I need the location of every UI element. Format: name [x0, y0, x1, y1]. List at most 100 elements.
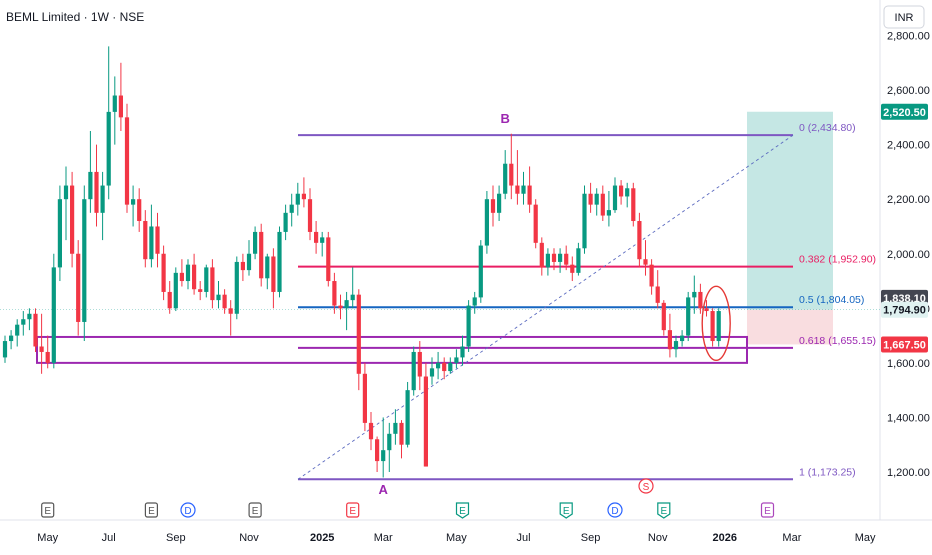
price-axis-tick-label: 1,600.00	[887, 358, 930, 370]
drawing-lines-layer[interactable]: 0 (2,434.80) 0.382 (1,952.90) 0.5 (1,804.0…	[36, 122, 876, 481]
candle-body	[45, 351, 50, 363]
zones-layer	[0, 111, 880, 345]
candle-body	[167, 291, 172, 309]
candle-body	[216, 294, 221, 301]
time-axis-tick-label: Nov	[648, 532, 668, 544]
event-marker-e[interactable]: E	[657, 502, 671, 519]
event-marker-letter: E	[459, 506, 466, 517]
target-zone	[747, 111, 833, 310]
candle-body	[124, 117, 130, 205]
price-axis[interactable]: 1,200.001,400.001,600.001,800.002,000.00…	[887, 31, 930, 480]
event-marker-e[interactable]: E	[41, 502, 55, 518]
candle-body	[429, 368, 435, 377]
candle-body	[57, 199, 62, 268]
event-marker-e[interactable]: E	[455, 502, 470, 519]
price-axis-tick-label: 2,200.00	[887, 194, 930, 206]
candle-body	[698, 291, 703, 309]
candle-body	[381, 450, 386, 462]
candle-body	[417, 351, 422, 377]
split-marker[interactable]: S	[638, 478, 654, 494]
candle-body	[411, 351, 416, 391]
time-axis-tick-label: May	[37, 532, 58, 544]
event-marker-d[interactable]: D	[180, 502, 196, 518]
event-marker-e[interactable]: E	[559, 502, 573, 519]
currency-button[interactable]: INR	[883, 5, 925, 29]
chart-title: BEML Limited · 1W · NSE	[6, 10, 144, 24]
candle-body	[228, 308, 233, 314]
event-marker-e[interactable]: E	[346, 502, 360, 518]
candle-body	[234, 261, 239, 314]
dividend-marker-shape	[607, 502, 623, 518]
price-tag-label: 1,667.50	[883, 339, 926, 351]
candle-body	[27, 313, 32, 320]
candle-body	[295, 193, 300, 205]
earnings-marker-shape	[657, 502, 671, 519]
event-marker-d[interactable]: D	[607, 502, 623, 518]
candle-body	[259, 231, 264, 279]
candle-body	[551, 253, 557, 262]
candle-body	[2, 341, 8, 358]
candle-body	[460, 346, 465, 358]
candle-body	[637, 221, 642, 260]
highlight-circle	[701, 285, 731, 362]
event-marker-e[interactable]: E	[760, 502, 775, 518]
support-zone-rect[interactable]	[36, 335, 748, 364]
candle-body	[375, 439, 380, 462]
price-axis-tick-label: 1,400.00	[887, 412, 930, 424]
candle-body	[210, 267, 215, 301]
candle-body	[686, 297, 691, 336]
events-layer[interactable]: E E D E E E E D E E S	[41, 478, 775, 519]
candle-body	[387, 433, 392, 451]
candle-body	[253, 231, 258, 254]
split-marker-letter: S	[643, 482, 650, 493]
candle-body	[307, 199, 313, 232]
candle-body	[588, 193, 593, 205]
candle-body	[161, 253, 166, 292]
candle-body	[503, 163, 508, 194]
candle-body	[655, 286, 660, 303]
event-marker-letter: E	[44, 506, 51, 517]
candle-body	[564, 253, 569, 265]
candle-body	[265, 256, 270, 279]
candle-body	[137, 199, 142, 222]
candle-body	[94, 171, 99, 213]
candle-body	[344, 300, 349, 309]
dividend-marker-shape	[180, 502, 196, 518]
candle-body	[277, 231, 282, 292]
candle-body	[606, 210, 611, 216]
price-axis-tick-label: 2,000.00	[887, 249, 930, 261]
event-marker-e[interactable]: E	[144, 502, 158, 518]
candle-body	[314, 231, 319, 243]
earnings-marker-shape	[346, 502, 360, 518]
event-marker-letter: D	[611, 506, 618, 517]
time-axis-tick-label: 2025	[310, 532, 334, 544]
price-tag-box	[881, 336, 928, 353]
candle-body	[106, 111, 111, 186]
candle-body	[131, 199, 136, 205]
price-tag: 1,667.50	[881, 336, 928, 353]
event-marker-letter: D	[184, 506, 191, 517]
candle-body	[70, 185, 75, 254]
candle-body	[509, 163, 514, 186]
candle-body	[149, 226, 154, 260]
earnings-marker-shape	[455, 502, 470, 519]
price-axis-tick-label: 2,600.00	[887, 85, 930, 97]
event-marker-e[interactable]: E	[248, 502, 262, 518]
candle-body	[368, 422, 374, 440]
candle-body	[326, 237, 331, 282]
earnings-marker-shape	[559, 502, 573, 519]
candle-body	[594, 193, 599, 205]
time-axis-tick-label: Sep	[581, 532, 601, 544]
candle-body	[570, 264, 575, 273]
candle-body	[710, 311, 715, 342]
candle-body	[478, 245, 483, 298]
candle-body	[118, 95, 123, 118]
fib-trend-line[interactable]	[297, 134, 794, 480]
time-axis[interactable]: May Jul Sep Nov 2025 Mar May Jul Sep Nov 2026 Mar Ma…	[37, 532, 876, 544]
price-tag-box	[881, 103, 928, 120]
wave-label-b: B	[501, 111, 510, 126]
candle-body	[283, 212, 288, 232]
price-tag-label: 1,794.90	[883, 305, 926, 317]
